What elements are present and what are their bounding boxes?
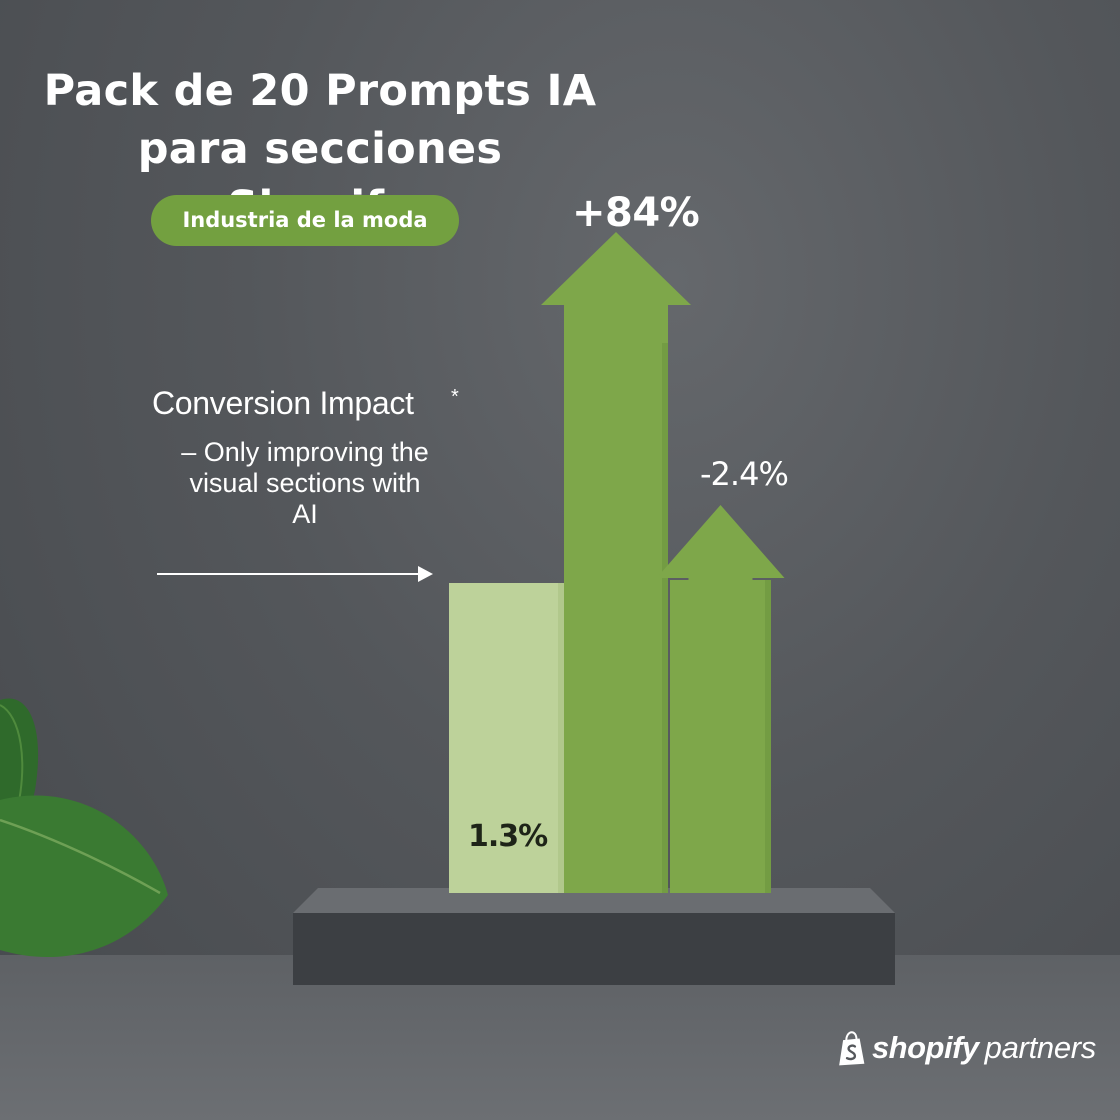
brand-suffix: partners <box>984 1030 1097 1065</box>
industry-badge: Industria de la moda <box>151 195 459 246</box>
brand-name: shopify <box>871 1030 979 1065</box>
bar-3-shade <box>765 580 771 893</box>
bar-3 <box>670 580 771 893</box>
bar-2-shade <box>662 305 668 893</box>
bar-3-arrow-stem <box>688 576 753 618</box>
bar-2-value-label: +84% <box>572 190 700 236</box>
bar-1-value-label: 1.3% <box>468 819 548 854</box>
leaf-decoration <box>0 698 168 958</box>
bar-3-arrow-head <box>656 505 785 578</box>
note-title: Conversion Impact <box>152 385 414 421</box>
bar-3-value-label: -2.4% <box>700 455 789 493</box>
note-asterisk: * <box>451 386 459 408</box>
note-body: – Only improving the visual sections wit… <box>181 437 429 529</box>
bar-1 <box>449 583 564 893</box>
bar-2-arrow-head <box>541 232 691 305</box>
bar-1-shade <box>558 583 564 893</box>
pedestal <box>293 888 895 985</box>
shopify-partners-logo: shopify partners <box>836 1024 1096 1072</box>
bar-2 <box>564 305 668 893</box>
bar-2-arrow-stem <box>564 303 668 343</box>
pointer-arrow <box>157 566 433 582</box>
shopping-bag-icon <box>839 1031 865 1066</box>
title-line-1: Pack de 20 Prompts IA <box>43 66 597 116</box>
